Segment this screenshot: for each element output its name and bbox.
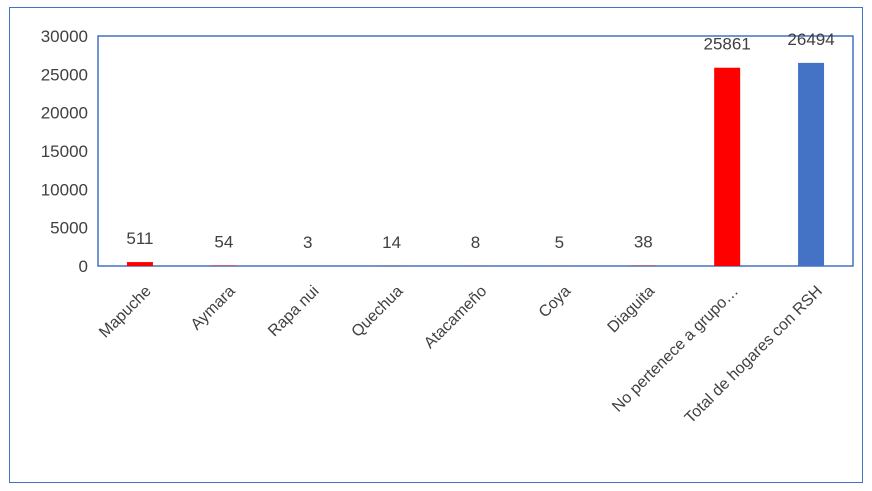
- x-tick-label: Mapuche: [96, 283, 155, 342]
- data-label: 8: [471, 233, 480, 252]
- data-label: 5: [555, 233, 564, 252]
- y-tick-label: 0: [79, 257, 88, 276]
- x-tick-label: Atacameño: [421, 283, 490, 352]
- bar-7: [714, 67, 741, 266]
- y-tick-label: 5000: [50, 219, 88, 238]
- bars: [126, 62, 825, 266]
- x-tick-label: Diaguita: [605, 283, 659, 337]
- y-tick-label: 30000: [41, 27, 88, 46]
- y-tick-label: 20000: [41, 104, 88, 123]
- x-axis: Mapuche Aymara Rapa nui Quechua Atacameño Coy…: [96, 283, 826, 427]
- data-label: 3: [303, 233, 312, 252]
- x-tick-label: Aymara: [188, 283, 239, 334]
- y-tick-label: 10000: [41, 180, 88, 199]
- x-tick-label: Quechua: [349, 283, 407, 341]
- data-label: 14: [382, 233, 401, 252]
- x-tick-label: Rapa nui: [265, 283, 322, 340]
- y-axis: 0 5000 10000 15000 20000 25000 30000: [41, 27, 88, 276]
- bar-0: [126, 262, 153, 266]
- y-tick-label: 15000: [41, 142, 88, 161]
- data-label: 38: [634, 233, 653, 252]
- data-label: 511: [126, 229, 153, 248]
- x-tick-label: Total de hogares con RSH: [682, 283, 826, 427]
- data-labels: 511 54 3 14 8 5 38 25861 26494: [126, 30, 834, 252]
- data-label: 54: [214, 233, 233, 252]
- bar-8: [798, 62, 825, 266]
- data-label: 26494: [787, 30, 834, 49]
- y-tick-label: 25000: [41, 65, 88, 84]
- x-tick-label: Coya: [536, 283, 575, 322]
- data-label: 25861: [704, 35, 751, 54]
